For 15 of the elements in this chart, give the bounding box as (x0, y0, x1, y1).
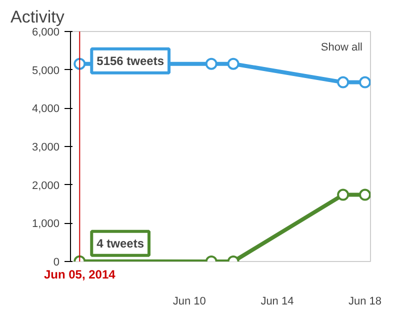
annotation: Show all (320, 42, 362, 54)
ref-line-label: Jun 05, 2014 (44, 268, 116, 282)
y-tick-label: 2,000 (32, 180, 60, 192)
y-tick-label: 3,000 (32, 142, 60, 154)
y-tick-label: 0 (53, 256, 60, 268)
y-tick-label: 5,000 (32, 64, 60, 77)
y-tick-label: 4,000 (32, 103, 60, 116)
annotation: 5156 tweets (96, 54, 164, 68)
y-tick-label: 6,000 (32, 26, 60, 38)
x-tick-label: Jun 18 (348, 296, 382, 308)
x-tick-label: Jun 10 (172, 296, 206, 308)
annotation: 4 tweets (96, 236, 144, 250)
y-tick-label: 1,000 (32, 218, 60, 230)
chart-title: Activity (10, 8, 65, 26)
x-tick-label: Jun 14 (260, 296, 294, 308)
